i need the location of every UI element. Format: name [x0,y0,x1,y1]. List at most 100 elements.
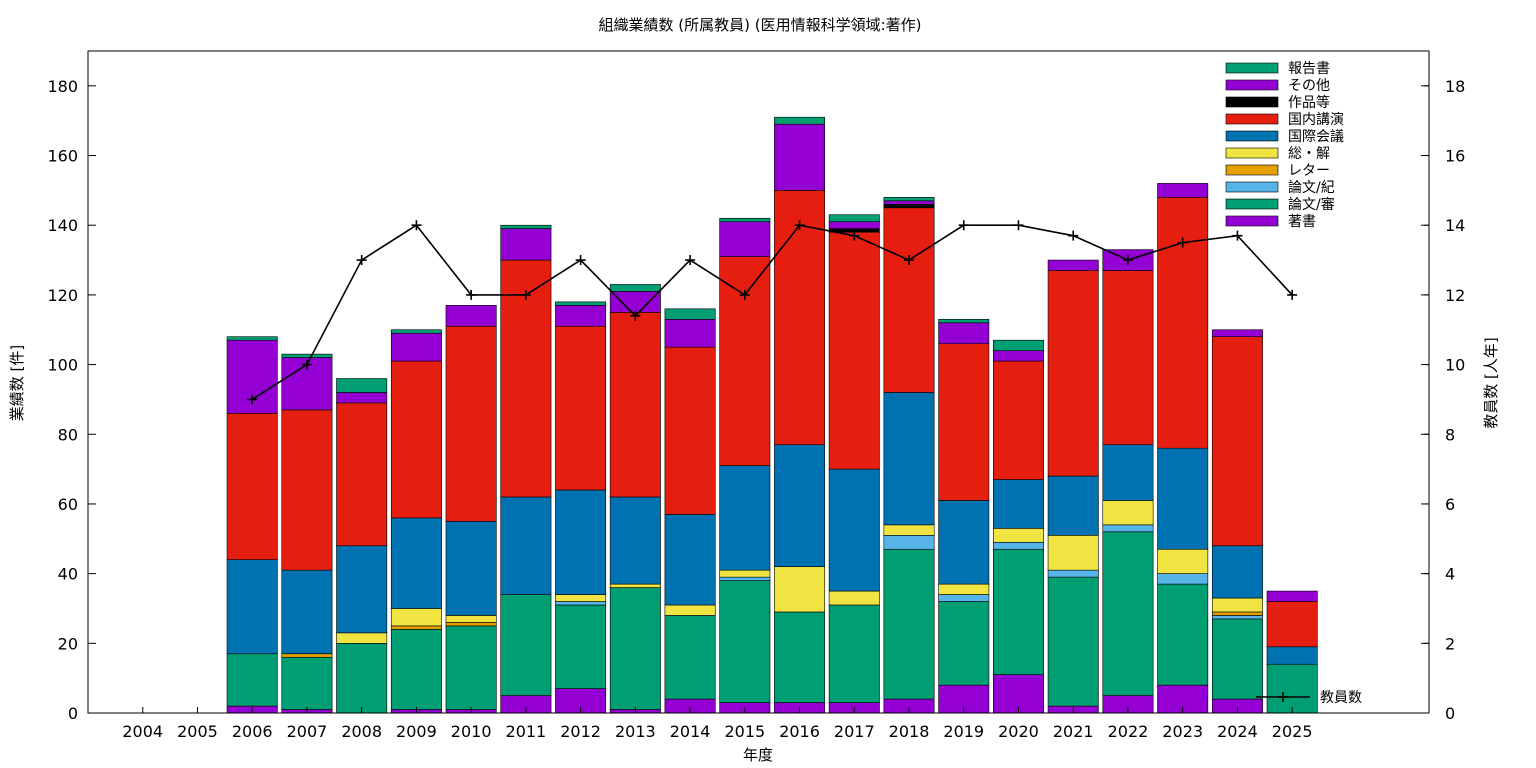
bar-segment [336,643,388,714]
x-tick-label: 2021 [1053,722,1094,741]
legend-label: 報告書 [1288,61,1330,77]
bar-segment [774,116,826,125]
bar-segment [500,496,552,595]
bar-segment [609,312,661,498]
bar-segment [226,653,278,707]
y2-tick-label: 0 [1445,704,1455,723]
bar-segment [993,360,1044,480]
line-point [739,289,750,300]
y-tick-label: 140 [47,216,78,235]
y-tick-label: 160 [47,147,78,166]
x-tick-label: 2010 [451,722,492,741]
bar-segment [555,604,607,689]
x-tick-label: 2011 [506,722,547,741]
legend-label: 著書 [1288,214,1316,230]
bar-segment [500,224,552,229]
bar-segment [1266,663,1318,714]
bar-segment [281,569,333,655]
y-tick-label: 80 [58,425,78,444]
y-tick-label: 0 [68,704,78,723]
bar-segment [774,566,826,613]
bar-segment [609,291,661,313]
bar-segment [883,548,935,700]
legend-label: 作品等 [1288,94,1330,111]
line-point [794,220,805,231]
y2-tick-label: 18 [1445,77,1465,96]
line-point [1013,220,1024,231]
bar-segment [445,521,497,616]
bar-segment [774,123,826,191]
line-point [630,310,641,321]
legend-swatch [1225,181,1279,193]
bar-segment [390,360,442,519]
bar-segment [281,656,333,710]
x-tick-label: 2012 [560,722,601,741]
line-legend-marker [1278,692,1288,702]
legend-label: その他 [1288,78,1330,94]
bar-segment [1266,601,1318,648]
line-series [251,224,1293,401]
x-tick-label: 2024 [1217,722,1258,741]
legend-swatch [1225,147,1279,159]
bar-segment [1211,329,1263,338]
y2-axis-label: 教員数 [人年] [1482,337,1500,428]
x-tick-label: 2017 [834,722,875,741]
bar-segment [281,353,333,358]
legend-swatch [1225,113,1279,125]
bar-segment [883,197,935,202]
bar-segment [555,489,607,595]
line-point [520,289,531,300]
line-point [575,255,586,266]
x-tick-label: 2007 [287,722,328,741]
x-tick-label: 2020 [998,722,1039,741]
bar-segment [1211,545,1263,599]
bar-segment [883,200,935,205]
legend-label: 国際会議 [1288,128,1344,145]
bar-segment [226,559,278,655]
bar-segment [390,625,442,630]
bar-segment [993,350,1044,362]
bar-segment [828,604,880,703]
bar-segment [609,583,661,588]
bar-segment [664,514,716,606]
bar-segment [1047,475,1099,536]
bar-segment [883,524,935,536]
x-axis-label: 年度 [743,746,773,764]
legend-swatch [1225,79,1279,91]
bar-segment [719,221,771,257]
bar-segment [1102,531,1154,696]
bar-segment [281,409,333,571]
bar-segment [555,301,607,306]
y2-tick-label: 10 [1445,356,1465,375]
x-tick-label: 2022 [1108,722,1149,741]
legend-label: 国内講演 [1288,112,1344,128]
bar-segment [1047,569,1099,578]
bar-segment [1102,524,1154,533]
x-axis: 2004 2005 2006 2007 2008 2009 2010 2011 2012 2013… [122,707,1313,741]
bar-segment [336,378,388,393]
bar-segment [828,221,880,229]
bar-segment [390,332,442,362]
bar-segment [336,545,388,634]
legend-swatch [1225,62,1279,74]
bar-segment [609,587,661,710]
bar-segment [1157,573,1209,585]
bar-segment [1211,618,1263,700]
bar-segment [719,576,771,581]
y2-axis: 0 2 4 6 8 10 12 14 16 18 [1421,77,1465,723]
x-tick-label: 2019 [943,722,984,741]
bar-segment [1266,646,1318,665]
bar-segment [1102,270,1154,446]
bar-segment [664,604,716,616]
line-point [247,394,258,405]
bar-segment [993,674,1044,714]
bar-segment [719,569,771,578]
bar-segment [1266,590,1318,602]
legend-label: レター [1288,163,1330,179]
line-point [849,230,860,241]
bar-segment [390,329,442,334]
x-tick-label: 2015 [724,722,765,741]
bar-segment [828,590,880,606]
bar-segment [1211,336,1263,547]
bar-segment [281,653,333,658]
